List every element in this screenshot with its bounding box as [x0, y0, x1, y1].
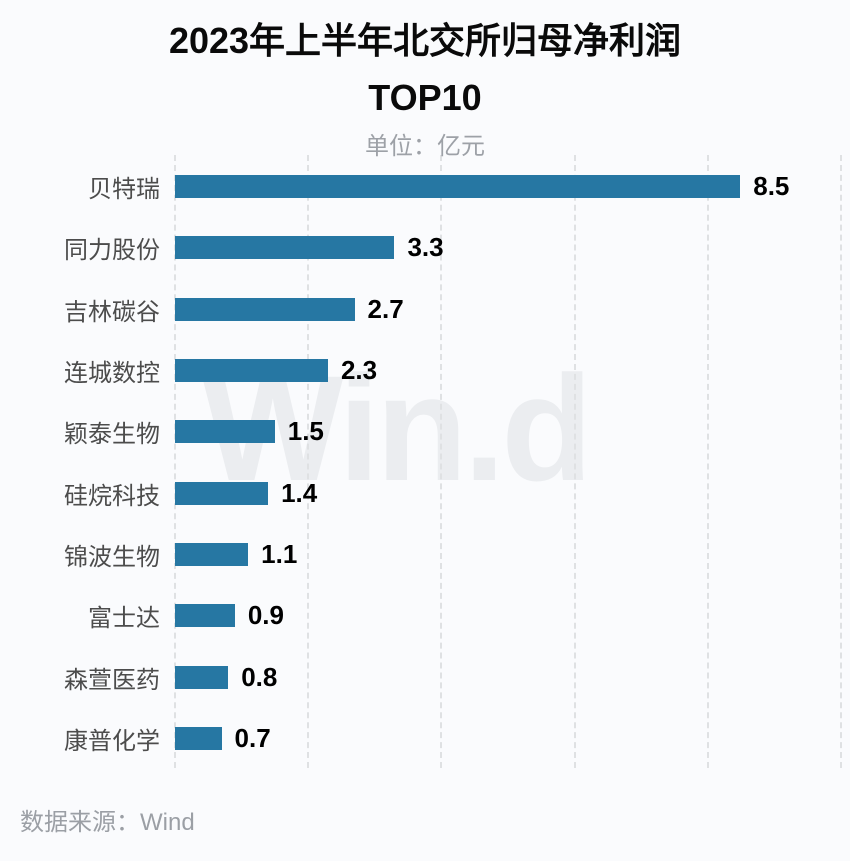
bar-track: 1.1 [175, 524, 840, 585]
gridline [307, 155, 310, 768]
value-label: 2.3 [340, 355, 378, 386]
bar-track: 1.4 [175, 462, 840, 523]
chart-row: 锦波生物 1.1 [0, 524, 850, 585]
value-label: 1.1 [261, 538, 298, 569]
chart-row: 贝特瑞 8.5 [0, 156, 850, 217]
value-label: 3.3 [407, 232, 444, 263]
category-label: 同力股份 [64, 237, 160, 265]
gridlines [174, 155, 842, 768]
gridline [440, 155, 443, 768]
bar [175, 665, 229, 689]
value-label: 2.7 [367, 293, 404, 324]
gridline [174, 155, 176, 768]
category-label: 富士达 [88, 605, 160, 633]
bar-track: 2.3 [175, 340, 840, 401]
value-label: 8.5 [753, 171, 790, 202]
chart-row: 硅烷科技 1.4 [0, 462, 850, 523]
value-label: 0.8 [241, 661, 278, 692]
value-label: 1.4 [281, 477, 318, 508]
category-label: 颖泰生物 [64, 421, 160, 449]
category-label: 贝特瑞 [88, 176, 160, 204]
chart-title-line2: TOP10 [368, 77, 482, 118]
bar-track: 3.3 [175, 217, 840, 278]
bar [175, 481, 269, 505]
unit-label: 单位：亿元 [365, 133, 485, 160]
chart-row: 康普化学 0.7 [0, 708, 850, 769]
chart-row: 吉林碳谷 2.7 [0, 279, 850, 340]
category-label: 森萱医药 [64, 666, 160, 694]
bar [175, 359, 328, 383]
chart-row: 同力股份 3.3 [0, 217, 850, 278]
gridline [573, 155, 576, 768]
bar-track: 0.9 [175, 585, 840, 646]
bar [175, 297, 355, 321]
category-label: 硅烷科技 [64, 482, 160, 510]
chart-row: 颖泰生物 1.5 [0, 401, 850, 462]
bar-track: 8.5 [175, 156, 840, 217]
bar [175, 236, 395, 260]
chart-title-line1: 2023年上半年北交所归母净利润 [168, 20, 682, 61]
value-label: 0.9 [247, 600, 284, 631]
category-label: 吉林碳谷 [64, 298, 160, 326]
category-label: 锦波生物 [64, 543, 160, 571]
bar-track: 2.7 [175, 279, 840, 340]
bar-track: 0.7 [175, 708, 840, 769]
bar-rows: 贝特瑞 8.5 同力股份 3.3 吉林碳谷 2.7 连城数控 2.3 颖泰生物 1.5 硅烷科技 1.… [0, 156, 850, 769]
chart-row: 连城数控 2.3 [0, 340, 850, 401]
value-label: 1.5 [287, 416, 324, 447]
bar [175, 604, 235, 628]
bar [175, 175, 741, 199]
category-label: 康普化学 [64, 727, 160, 755]
gridline [706, 155, 709, 768]
bar-track: 1.5 [175, 401, 840, 462]
category-label: 连城数控 [64, 360, 160, 388]
data-source-note: 数据来源：Wind [20, 809, 195, 836]
bar [175, 726, 222, 750]
bar [175, 420, 275, 444]
value-label: 0.7 [234, 722, 271, 753]
gridline [840, 155, 842, 768]
chart-row: 森萱医药 0.8 [0, 646, 850, 707]
bar-track: 0.8 [175, 646, 840, 707]
bar [175, 542, 249, 566]
chart-row: 富士达 0.9 [0, 585, 850, 646]
chart-title: 2023年上半年北交所归母净利润 TOP10 [0, 12, 850, 126]
